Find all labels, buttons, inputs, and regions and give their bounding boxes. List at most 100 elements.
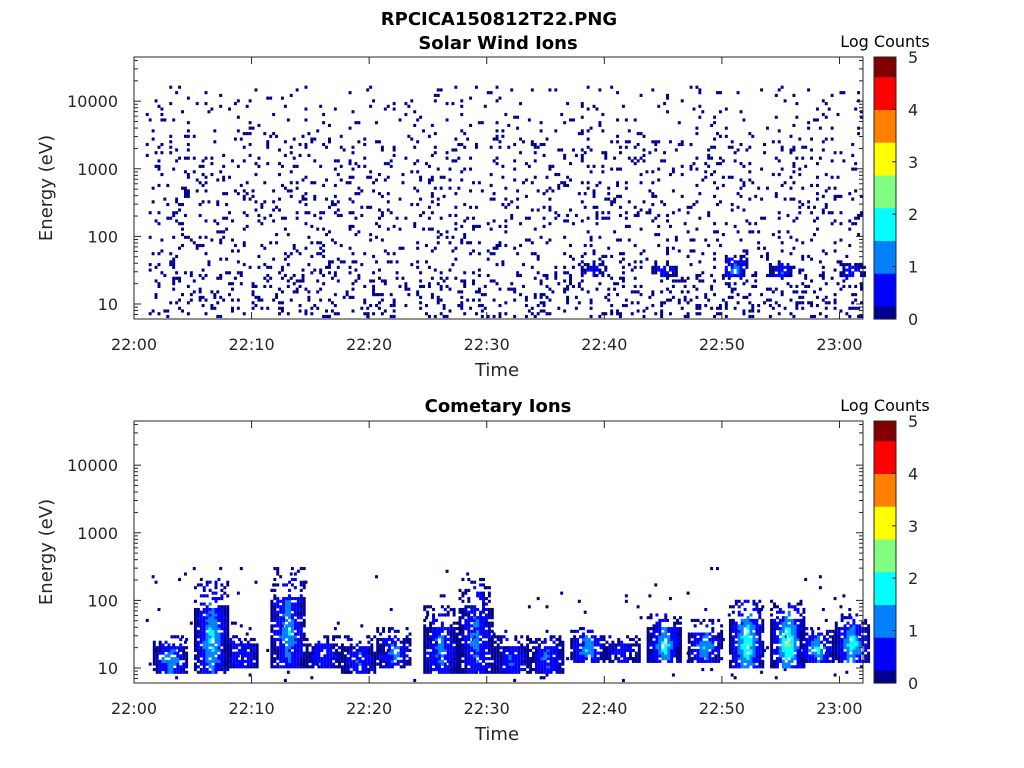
cometary-event-cell <box>655 629 659 633</box>
solar-wind-cell <box>639 284 643 289</box>
cometary-event-cell <box>193 599 197 603</box>
cometary-event-cell <box>658 643 662 647</box>
cometary-event-cell <box>367 648 371 653</box>
cometary-event-cell <box>232 651 236 655</box>
cometary-event-cell <box>329 657 333 661</box>
cometary-event-cell <box>599 646 603 650</box>
solar-wind-cell <box>777 235 781 239</box>
cometary-event-cell <box>299 646 303 650</box>
solar-wind-cell <box>260 205 264 209</box>
cometary-event-cell <box>479 624 483 628</box>
solar-wind-event-cell <box>860 271 863 275</box>
solar-wind-cell <box>651 219 655 223</box>
cometary-event-cell <box>549 665 553 669</box>
solar-wind-cell <box>839 287 843 291</box>
cometary-event-cell <box>479 610 483 614</box>
cometary-event-cell <box>270 599 274 603</box>
solar-wind-cell <box>536 303 540 308</box>
cometary-event-cell <box>182 667 186 672</box>
cometary-event-cell <box>196 643 200 647</box>
cometary-event-cell <box>211 670 215 674</box>
cometary-event-cell <box>667 651 671 655</box>
solar-wind-event-cell <box>654 265 658 269</box>
cometary-event-cell <box>537 667 541 672</box>
solar-wind-cell <box>545 175 549 179</box>
solar-wind-cell <box>477 181 481 185</box>
solar-wind-event-cell <box>657 265 661 269</box>
cometary-event-cell <box>443 646 447 650</box>
solar-wind-cell <box>566 102 570 106</box>
cometary-event-cell <box>655 657 659 661</box>
cometary-event-cell <box>423 670 427 674</box>
solar-wind-cell <box>239 137 243 141</box>
cometary-event-cell <box>584 657 588 661</box>
cometary-event-cell <box>728 629 732 633</box>
cometary-event-cell <box>299 624 303 628</box>
cometary-heatmap <box>145 567 871 683</box>
figure-title: RPCICA150812T22.PNG <box>381 9 617 30</box>
cometary-event-cell <box>282 616 286 620</box>
solar-wind-cell <box>807 284 811 289</box>
solar-wind-cell <box>183 235 187 239</box>
cometary-event-cell <box>693 624 697 628</box>
cometary-event-cell <box>223 616 227 620</box>
cometary-event-cell <box>270 643 274 647</box>
cometary-event-cell <box>361 648 365 653</box>
cometary-event-cell <box>302 651 306 655</box>
cometary-event-cell <box>205 616 209 620</box>
cometary-event-cell <box>370 662 374 666</box>
cometary-event-cell <box>693 640 697 644</box>
cometary-event-cell <box>558 654 562 658</box>
cometary-event-cell <box>464 657 468 661</box>
solar-wind-cell <box>498 96 502 100</box>
cometary-event-cell <box>576 637 580 642</box>
solar-wind-colorbar-segment <box>874 214 896 222</box>
solar-wind-cell <box>586 107 590 111</box>
solar-wind-cell <box>513 142 517 147</box>
cometary-event-cell <box>185 670 189 674</box>
cometary-event-cell <box>664 629 668 633</box>
solar-wind-cell <box>607 216 611 220</box>
cometary-event-cell <box>152 640 156 644</box>
solar-wind-cell <box>765 186 769 190</box>
solar-wind-cell <box>251 290 255 294</box>
solar-wind-cell <box>186 192 190 196</box>
solar-wind-event-cell <box>733 260 737 264</box>
cometary-event-cell <box>170 667 174 672</box>
solar-wind-cell <box>248 121 252 125</box>
solar-wind-cell <box>663 102 667 106</box>
cometary-event-cell <box>596 659 600 663</box>
cometary-event-cell <box>202 607 206 612</box>
cometary-event-cell <box>484 651 488 655</box>
cometary-event-cell <box>496 665 500 669</box>
cometary-cell <box>336 621 340 625</box>
solar-wind-cell <box>566 213 570 218</box>
solar-wind-cell <box>742 118 746 122</box>
solar-wind-cell <box>181 243 184 248</box>
cometary-event-cell <box>220 605 224 609</box>
cometary-event-cell <box>326 654 330 658</box>
cometary-event-cell <box>435 635 438 639</box>
cometary-event-cell <box>473 610 477 614</box>
cometary-event-cell <box>273 607 277 612</box>
cometary-event-cell <box>193 665 197 669</box>
cometary-event-cell <box>573 646 577 650</box>
cometary-event-cell <box>220 667 224 672</box>
cometary-event-cell <box>502 667 506 672</box>
solar-wind-event-cell <box>783 265 787 269</box>
solar-wind-cell <box>313 268 317 272</box>
solar-wind-cell <box>707 153 711 158</box>
solar-wind-cell <box>619 238 622 242</box>
cometary-event-cell <box>705 643 709 647</box>
cometary-event-cell <box>484 613 488 617</box>
solar-wind-cell <box>642 314 646 319</box>
solar-wind-cell <box>269 276 273 280</box>
solar-wind-cell <box>586 181 590 185</box>
cometary-event-cell <box>540 670 544 674</box>
solar-wind-cell <box>519 137 523 141</box>
cometary-event-cell <box>226 605 230 609</box>
solar-wind-cell <box>480 303 484 308</box>
cometary-event-cell <box>279 624 283 628</box>
solar-wind-cell <box>733 306 737 310</box>
